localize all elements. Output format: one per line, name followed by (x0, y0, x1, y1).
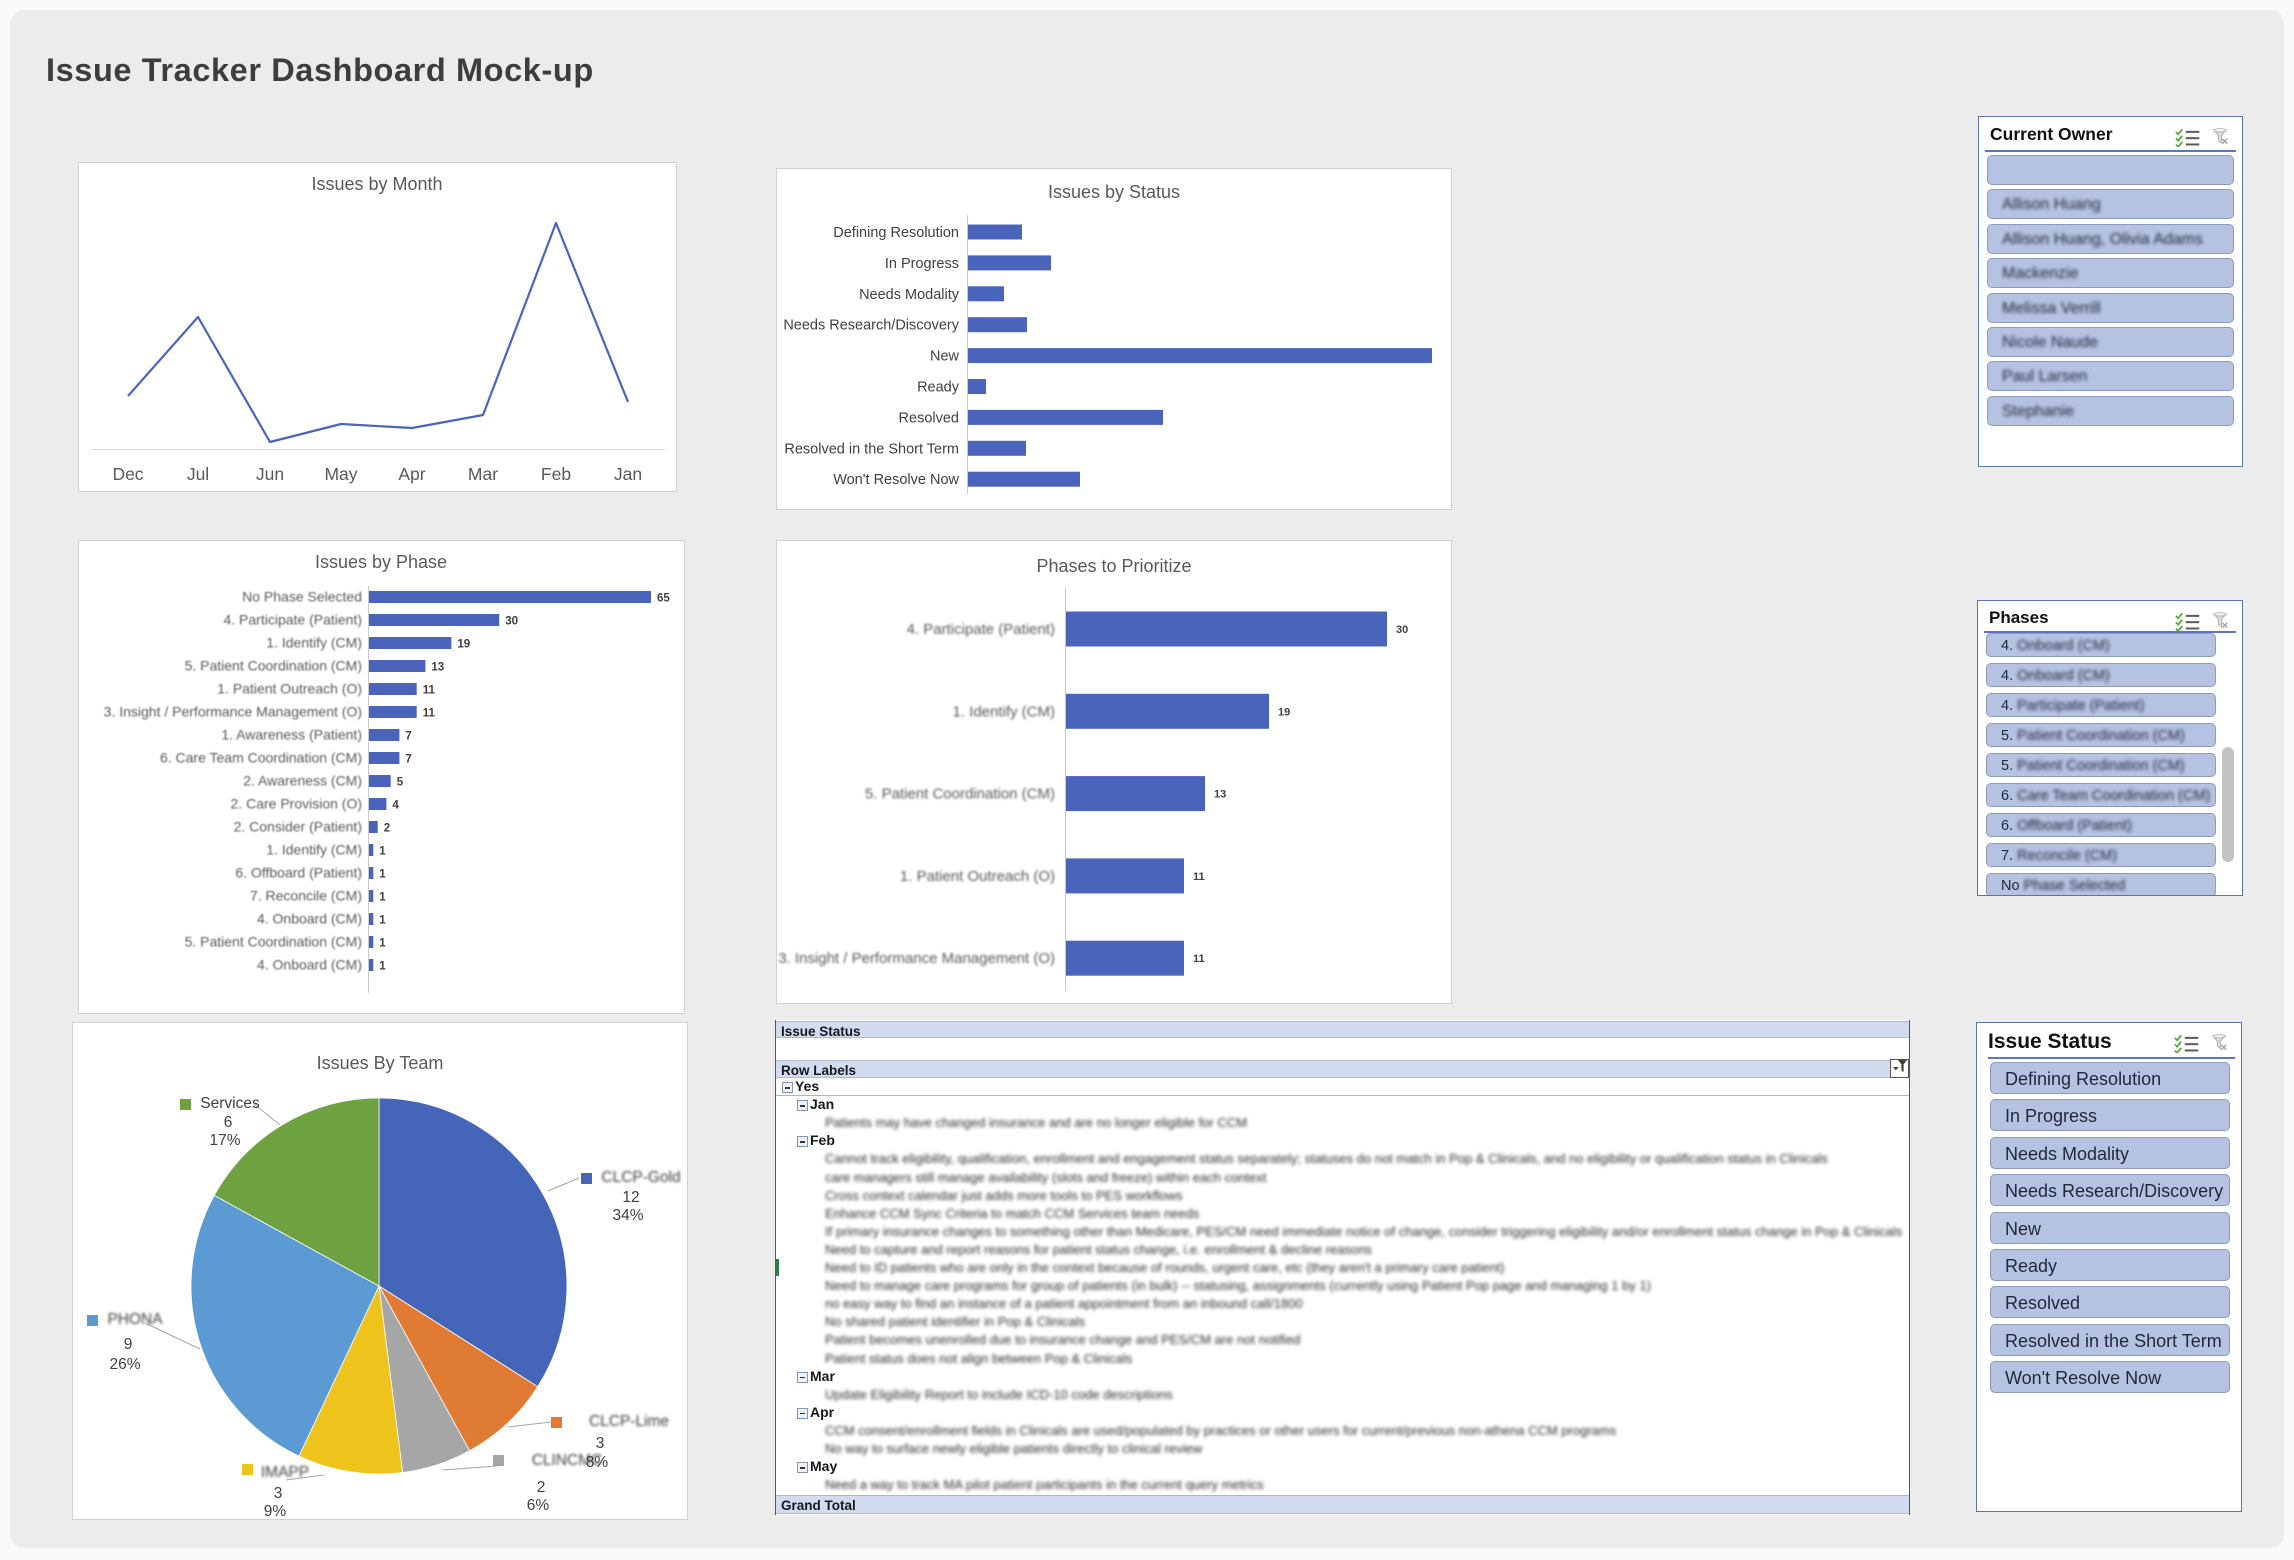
svg-text:4. Participate (Patient): 4. Participate (Patient) (223, 612, 362, 628)
svg-text:CLCP-Lime: CLCP-Lime (589, 1413, 669, 1430)
svg-text:4. Onboard (CM): 4. Onboard (CM) (257, 911, 362, 927)
svg-text:Apr: Apr (398, 464, 425, 484)
svg-text:No Phase Selected: No Phase Selected (242, 589, 362, 605)
svg-text:11: 11 (1193, 953, 1205, 965)
svg-text:7: 7 (405, 731, 411, 743)
svg-text:8%: 8% (586, 1454, 609, 1471)
svg-text:65: 65 (657, 593, 670, 605)
svg-text:4: 4 (392, 800, 399, 812)
svg-text:CLCP-Gold: CLCP-Gold (601, 1169, 680, 1186)
svg-text:34%: 34% (612, 1207, 643, 1224)
svg-text:2. Awareness (CM): 2. Awareness (CM) (243, 773, 362, 789)
svg-text:In Progress: In Progress (885, 256, 959, 272)
svg-text:5. Patient Coordination (CM): 5. Patient Coordination (CM) (865, 786, 1055, 803)
svg-text:New: New (930, 349, 960, 365)
svg-text:Ready: Ready (917, 380, 960, 396)
svg-text:1: 1 (379, 915, 386, 927)
svg-text:9%: 9% (264, 1503, 287, 1519)
svg-text:1. Patient Outreach (O): 1. Patient Outreach (O) (900, 868, 1055, 885)
svg-text:Services: Services (200, 1095, 260, 1112)
svg-text:Resolved: Resolved (899, 410, 959, 426)
svg-text:PHONA: PHONA (107, 1311, 163, 1328)
svg-text:Needs Modality: Needs Modality (859, 287, 960, 303)
svg-text:1: 1 (379, 846, 386, 858)
svg-text:May: May (324, 464, 357, 484)
svg-text:Jun: Jun (256, 464, 284, 484)
svg-text:4. Onboard (CM): 4. Onboard (CM) (257, 957, 362, 973)
svg-text:Jan: Jan (614, 464, 642, 484)
svg-text:1: 1 (379, 869, 386, 881)
svg-text:3: 3 (596, 1435, 605, 1452)
svg-text:6. Offboard (Patient): 6. Offboard (Patient) (235, 865, 362, 881)
svg-text:Won't Resolve Now: Won't Resolve Now (833, 472, 959, 488)
svg-text:7: 7 (405, 754, 411, 766)
svg-text:Resolved in the Short Term: Resolved in the Short Term (784, 441, 959, 457)
svg-text:1. Identify (CM): 1. Identify (CM) (266, 842, 362, 858)
svg-text:30: 30 (505, 616, 518, 628)
svg-text:13: 13 (1214, 789, 1226, 801)
svg-text:1: 1 (379, 892, 386, 904)
svg-text:5. Patient Coordination (CM): 5. Patient Coordination (CM) (185, 658, 362, 674)
svg-text:6: 6 (224, 1114, 233, 1131)
svg-text:Feb: Feb (541, 464, 571, 484)
svg-text:IMAPP: IMAPP (261, 1464, 309, 1481)
svg-text:9: 9 (124, 1336, 133, 1353)
svg-text:2: 2 (537, 1479, 546, 1496)
svg-text:1: 1 (379, 938, 386, 950)
svg-text:3: 3 (274, 1485, 283, 1502)
svg-text:26%: 26% (109, 1356, 140, 1373)
svg-text:Issues by Phase: Issues by Phase (315, 552, 447, 572)
svg-text:3. Insight / Performance Manag: 3. Insight / Performance Management (O) (104, 704, 362, 720)
svg-text:11: 11 (423, 708, 436, 720)
svg-text:6. Care Team Coordination (CM): 6. Care Team Coordination (CM) (160, 750, 362, 766)
svg-text:5: 5 (397, 777, 404, 789)
svg-text:19: 19 (1278, 706, 1290, 718)
svg-text:Mar: Mar (468, 464, 498, 484)
svg-text:Issues By Team: Issues By Team (317, 1053, 444, 1073)
svg-text:11: 11 (1193, 871, 1205, 883)
svg-text:1. Identify (CM): 1. Identify (CM) (266, 635, 362, 651)
svg-text:2. Consider (Patient): 2. Consider (Patient) (234, 819, 362, 835)
svg-text:2: 2 (384, 823, 390, 835)
svg-text:6%: 6% (527, 1497, 550, 1514)
svg-text:1. Patient Outreach (O): 1. Patient Outreach (O) (217, 681, 362, 697)
svg-text:1. Identify (CM): 1. Identify (CM) (952, 703, 1055, 720)
svg-text:30: 30 (1396, 624, 1408, 636)
svg-text:4. Participate (Patient): 4. Participate (Patient) (907, 621, 1055, 638)
svg-text:Defining Resolution: Defining Resolution (833, 225, 959, 241)
svg-text:3. Insight / Performance Manag: 3. Insight / Performance Management (O) (778, 950, 1055, 967)
svg-text:Dec: Dec (112, 464, 143, 484)
svg-text:Jul: Jul (187, 464, 209, 484)
svg-text:Needs Research/Discovery: Needs Research/Discovery (783, 318, 959, 334)
svg-text:17%: 17% (209, 1132, 240, 1149)
svg-text:5. Patient Coordination (CM): 5. Patient Coordination (CM) (185, 934, 362, 950)
svg-text:CLINCMC: CLINCMC (532, 1452, 603, 1469)
svg-text:Issues by Status: Issues by Status (1048, 182, 1180, 202)
svg-text:11: 11 (423, 685, 436, 697)
svg-text:1: 1 (379, 961, 386, 973)
svg-text:13: 13 (431, 662, 444, 674)
svg-text:1. Awareness (Patient): 1. Awareness (Patient) (221, 727, 362, 743)
svg-text:7. Reconcile (CM): 7. Reconcile (CM) (250, 888, 362, 904)
svg-text:2. Care Provision (O): 2. Care Provision (O) (231, 796, 362, 812)
svg-text:Phases to Prioritize: Phases to Prioritize (1036, 556, 1191, 576)
svg-text:Issues by Month: Issues by Month (311, 174, 442, 194)
svg-text:19: 19 (457, 639, 470, 651)
svg-text:12: 12 (622, 1189, 639, 1206)
